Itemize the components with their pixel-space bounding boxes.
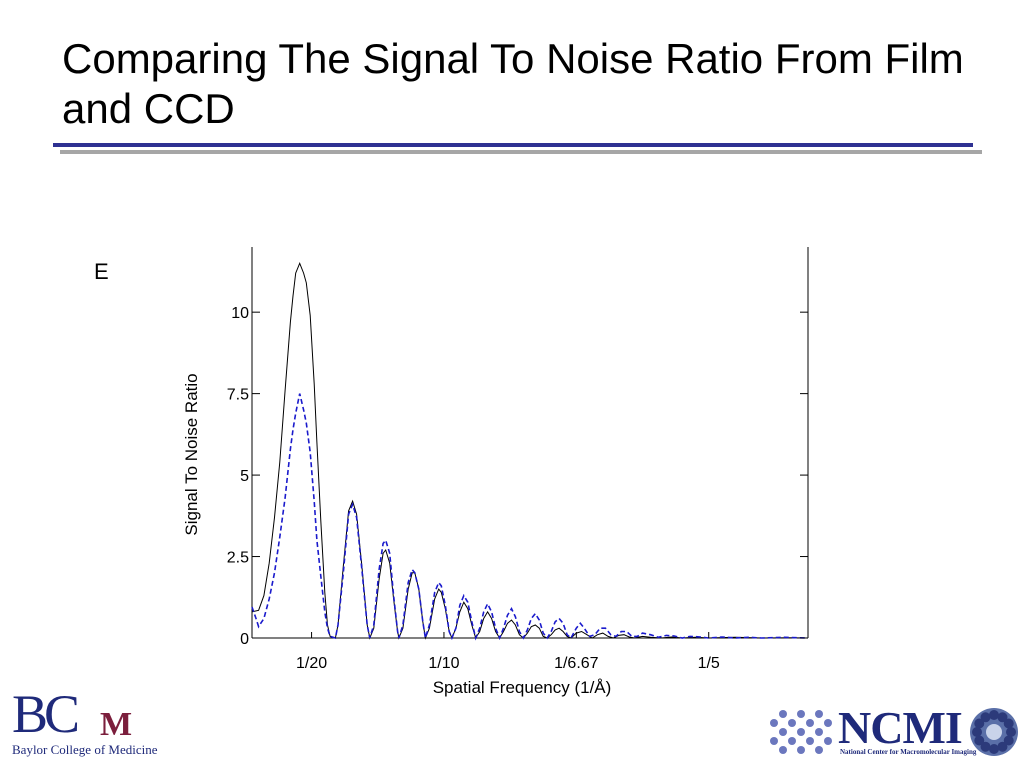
baylor-logo-letters: BC (12, 684, 80, 744)
virus-capsomere (974, 735, 985, 746)
molecule-dot (779, 746, 787, 754)
baylor-logo: BC M Baylor College of Medicine (8, 684, 168, 762)
x-tick-label: 1/6.67 (554, 655, 599, 672)
molecule-dot (797, 746, 805, 754)
ncmi-logo-graphic (770, 708, 1018, 756)
slide-title: Comparing The Signal To Noise Ratio From… (62, 35, 964, 132)
virus-capsomere (1006, 727, 1016, 737)
molecule-dot (788, 737, 796, 745)
molecule-dot (797, 728, 805, 736)
virus-capsomere (989, 710, 999, 720)
molecule-icon (770, 710, 832, 754)
ncmi-logo-letters: NCMI (838, 702, 963, 753)
title-rule-shadow (60, 150, 982, 154)
molecule-dot (806, 737, 814, 745)
virus-capsomere (997, 741, 1008, 752)
virus-capsomere (1003, 735, 1014, 746)
molecule-dot (770, 737, 778, 745)
y-tick-label: 10 (231, 305, 249, 322)
x-axis-title: Spatial Frequency (1/Å) (433, 678, 612, 697)
x-tick-label: 1/10 (428, 655, 459, 672)
molecule-dot (788, 719, 796, 727)
virus-capsomere (1003, 718, 1014, 729)
baylor-logo-name: Baylor College of Medicine (12, 742, 158, 757)
molecule-dot (815, 710, 823, 718)
virus-capsomere (997, 712, 1008, 723)
molecule-dot (815, 728, 823, 736)
panel-label: E (94, 259, 109, 284)
virus-capsomere (972, 727, 982, 737)
x-tick-label: 1/20 (296, 655, 327, 672)
ncmi-logo-name: National Center for Macromolecular Imagi… (840, 748, 977, 756)
molecule-dot (824, 737, 832, 745)
molecule-dot (779, 710, 787, 718)
dashed-series-line (251, 393, 809, 641)
virus-capsomere (980, 712, 991, 723)
y-tick-label: 7.5 (227, 387, 249, 404)
molecule-dot (779, 728, 787, 736)
y-axis-title: Signal To Noise Ratio (182, 373, 201, 535)
virus-capsomere (974, 718, 985, 729)
molecule-dot (815, 746, 823, 754)
x-tick-label: 1/5 (698, 655, 720, 672)
virus-core (986, 724, 1002, 740)
molecule-dot (824, 719, 832, 727)
chart-axes (251, 247, 809, 639)
y-tick-label: 2.5 (227, 550, 249, 567)
baylor-logo-mark: M (100, 706, 132, 743)
title-rule-accent (53, 143, 973, 147)
virus-icon (970, 708, 1018, 756)
solid-series-line (251, 261, 809, 640)
virus-capsomere (980, 741, 991, 752)
ncmi-logo: NCMI National Center for Macromolecular … (768, 704, 1020, 764)
molecule-dot (806, 719, 814, 727)
y-tick-label: 0 (240, 631, 249, 648)
molecule-dot (770, 719, 778, 727)
virus-capsomere (989, 744, 999, 754)
chart-series (251, 261, 809, 641)
y-tick-label: 5 (240, 468, 249, 485)
molecule-dot (797, 710, 805, 718)
chart-ticks: 0 2.5 5 7.5 10 1/20 1/10 1/6.67 1/5 (227, 305, 808, 672)
